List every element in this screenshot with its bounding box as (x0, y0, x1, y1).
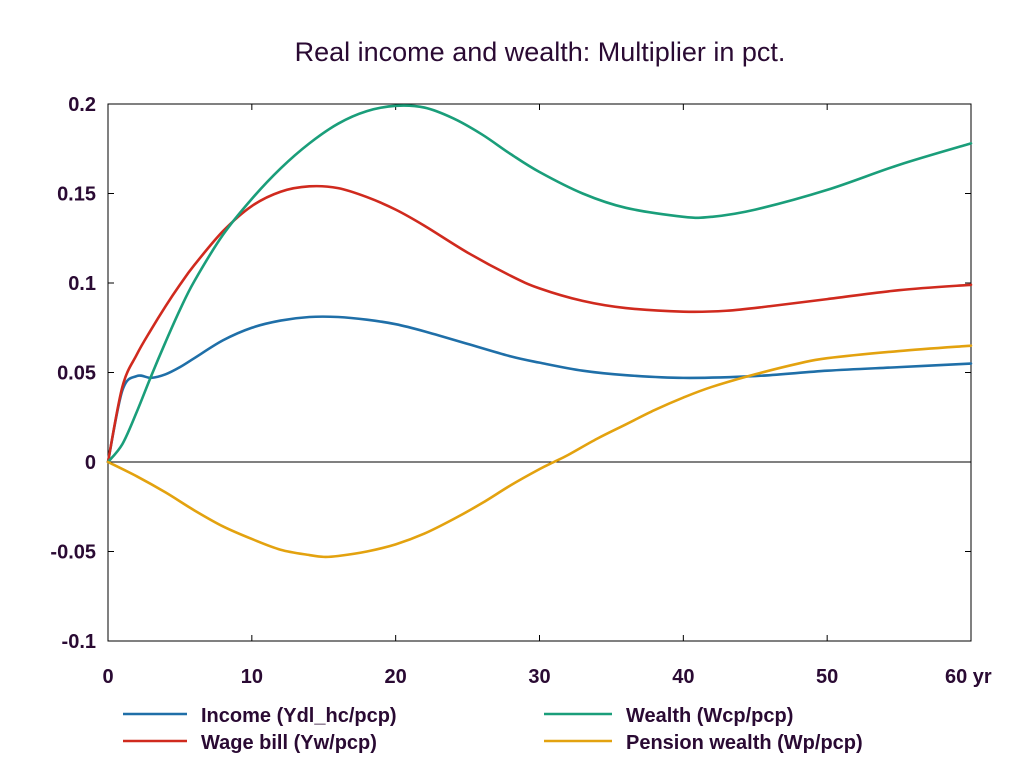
legend-label-3: Wealth (Wcp/pcp) (626, 705, 793, 727)
series-line-4 (106, 344, 973, 559)
x-tick-label: 40 (672, 666, 694, 688)
legend-label-4: Pension wealth (Wp/pcp) (626, 732, 863, 754)
x-tick-label: 0 (102, 666, 113, 688)
chart-title: Real income and wealth: Multiplier in pc… (295, 37, 786, 67)
x-tick-label: 50 (816, 666, 838, 688)
y-tick-label: -0.05 (50, 542, 96, 564)
y-tick-label: 0 (85, 452, 96, 474)
y-tick-label: 0.15 (57, 184, 96, 206)
y-tick-label: 0.2 (68, 94, 96, 116)
series-line-1 (106, 315, 973, 464)
x-tick-label: 10 (241, 666, 263, 688)
y-tick-label: 0.1 (68, 273, 96, 295)
y-tick-label: -0.1 (62, 631, 96, 653)
legend: Income (Ydl_hc/pcp) Wealth (Wcp/pcp) Wage … (123, 705, 863, 754)
plot-area: -0.1 -0.05 0 0.05 0.1 0.15 0.2 0 10 20 30 40 50 60 yr (50, 94, 992, 688)
x-tick-label: 60 yr (945, 666, 992, 688)
x-tick-label: 30 (528, 666, 550, 688)
legend-label-1: Income (Ydl_hc/pcp) (201, 705, 397, 727)
y-tick-label: 0.05 (57, 363, 96, 385)
x-tick-label: 20 (385, 666, 407, 688)
series-line-2 (106, 184, 973, 464)
legend-label-2: Wage bill (Yw/pcp) (201, 732, 377, 754)
series-line-3 (106, 104, 973, 464)
